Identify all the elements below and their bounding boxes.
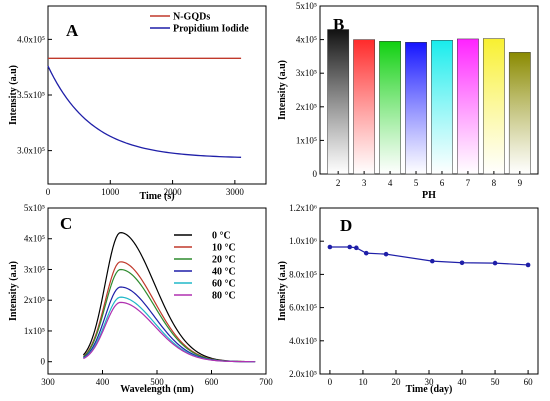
panel-b-xlabel: PH: [422, 190, 436, 201]
panel-d-xtick-label: 10: [358, 377, 368, 387]
panel-c-xtick-label: 400: [96, 377, 110, 387]
panel-a-xtick-label: 0: [46, 187, 51, 197]
panel-b-label: B: [333, 15, 344, 34]
panel-d-ytick-label: 2.0x10⁵: [289, 369, 317, 379]
panel-a-xtick-label: 1000: [101, 187, 120, 197]
legend-label: 40 °C: [212, 267, 236, 278]
panel-b-ylabel: Intensity (a.u): [277, 60, 288, 120]
bar-ph-4: [379, 41, 401, 175]
panel-d-ytick-label: 6.0x10⁵: [289, 303, 317, 313]
panel-a-ytick-label: 3.0x10⁵: [17, 146, 45, 156]
panel-a-ytick-label: 4.0x10⁵: [17, 34, 45, 44]
panel-b-xtick-label: 3: [362, 178, 367, 188]
data-point: [347, 244, 353, 250]
panel-c-ylabel: Intensity (a.u): [8, 261, 19, 321]
series-stability-line: [329, 246, 529, 266]
panel-c-label: C: [60, 214, 72, 233]
panel-d-ylabel: Intensity (a.u): [277, 261, 288, 321]
bar-ph-2: [327, 29, 350, 175]
legend-label: 0 °C: [212, 231, 231, 242]
panel-d-ytick-label: 1.0x10⁶: [289, 236, 317, 246]
bar-ph-6: [431, 40, 453, 175]
data-point: [327, 244, 333, 250]
panel-c-xtick-label: 600: [205, 377, 219, 387]
data-point: [525, 262, 531, 268]
panel-d-xtick-label: 30: [425, 377, 435, 387]
panel-c-ytick-label: 2x10⁵: [24, 295, 45, 305]
panel-d-xtick-label: 0: [328, 377, 333, 387]
panel-d-ytick-label: 4.0x10⁵: [289, 336, 317, 346]
panel-a-label: A: [66, 21, 79, 40]
legend-label: 80 °C: [212, 291, 236, 302]
panel-c-ytick-label: 1x10⁵: [24, 326, 45, 336]
data-point: [430, 258, 435, 264]
panel-b-ytick-label: 1x10⁵: [296, 135, 317, 145]
panel-b-ytick-label: 3x10⁵: [296, 68, 317, 78]
panel-d-xtick-label: 50: [491, 377, 501, 387]
legend-label: N-GQDs: [173, 12, 210, 23]
panel-a-xtick-label: 2000: [164, 187, 183, 197]
data-point: [354, 245, 359, 251]
panel-b-xtick-label: 9: [518, 178, 523, 188]
legend-label: 60 °C: [212, 279, 236, 290]
panel-d-frame: [319, 207, 539, 375]
data-point: [459, 260, 465, 266]
panel-b-ytick-label: 2x10⁵: [296, 102, 317, 112]
legend-label: 20 °C: [212, 255, 236, 266]
panel-a-ylabel: Intensity (a.u): [8, 65, 19, 125]
panel-b-frame: [319, 5, 539, 175]
panel-c-xtick-label: 700: [259, 377, 273, 387]
panel-c-xtick-label: 500: [150, 377, 164, 387]
panel-b-xtick-label: 5: [414, 178, 419, 188]
panel-b-ytick-label: 5x10⁵: [296, 1, 317, 11]
panel-b-xtick-label: 2: [336, 178, 341, 188]
panel-a: A 0 1000 2000 3000 3.0x10⁵ 3.5x10⁵ 4.0x10⁵ N-G…: [8, 5, 267, 202]
panel-a-ytick-label: 3.5x10⁵: [17, 90, 45, 100]
panel-c-ytick-label: 0: [41, 357, 46, 367]
bar-ph-5: [405, 42, 427, 175]
bar-ph-7: [457, 38, 479, 175]
panel-a-xlabel: Time (s): [139, 191, 174, 202]
panel-c-xlabel: Wavelength (nm): [120, 384, 194, 395]
panel-c: C 300 400 500 600 700 0 1x10⁵ 2x10⁵ 3x10⁵ 4x10⁵ 5x…: [8, 203, 273, 395]
panel-d-label: D: [340, 216, 352, 235]
panel-d: D 0 10 20 30 40 50 60 2.0x10⁵ 4.0x10⁵ 6.0x10⁵ 8.0x…: [277, 203, 539, 395]
panel-b-ytick-label: 4x10⁵: [296, 35, 317, 45]
panel-d-xtick-label: 60: [524, 377, 534, 387]
data-point: [492, 260, 498, 266]
panel-b: B 0 1x10⁵ 2x10⁵ 3x10⁵ 4x10⁵ 5x10⁵ 2 3 4 5 6 7 8 9 PH…: [277, 1, 539, 201]
panel-b-xtick-label: 4: [388, 178, 393, 188]
panel-c-ytick-label: 3x10⁵: [24, 264, 45, 274]
panel-c-xtick-label: 300: [41, 377, 55, 387]
bar-ph-3: [353, 39, 376, 175]
bar-ph-8: [482, 38, 505, 175]
legend-label: 10 °C: [212, 243, 236, 254]
bar-ph-9: [508, 52, 531, 175]
panel-b-xtick-label: 7: [466, 178, 471, 188]
series-propidium-iodide-line: [47, 65, 242, 158]
panel-a-xtick-label: 3000: [226, 187, 245, 197]
panel-d-xtick-label: 20: [391, 377, 401, 387]
panel-d-ytick-label: 8.0x10⁵: [289, 269, 317, 279]
panel-d-ytick-label: 1.2x10⁶: [289, 203, 317, 213]
series-temp-line-5: [83, 301, 256, 363]
panel-c-ytick-label: 4x10⁵: [24, 234, 45, 244]
panel-b-xtick-label: 8: [492, 178, 497, 188]
panel-c-ytick-label: 5x10⁵: [24, 203, 45, 213]
panel-d-xlabel: Time (day): [406, 384, 453, 395]
panel-b-xtick-label: 6: [440, 178, 445, 188]
panel-b-ytick-label: 0: [313, 169, 318, 179]
data-point: [363, 250, 369, 256]
panel-d-xtick-label: 40: [458, 377, 468, 387]
legend-label: Propidium Iodide: [173, 24, 249, 35]
data-point: [383, 251, 389, 257]
